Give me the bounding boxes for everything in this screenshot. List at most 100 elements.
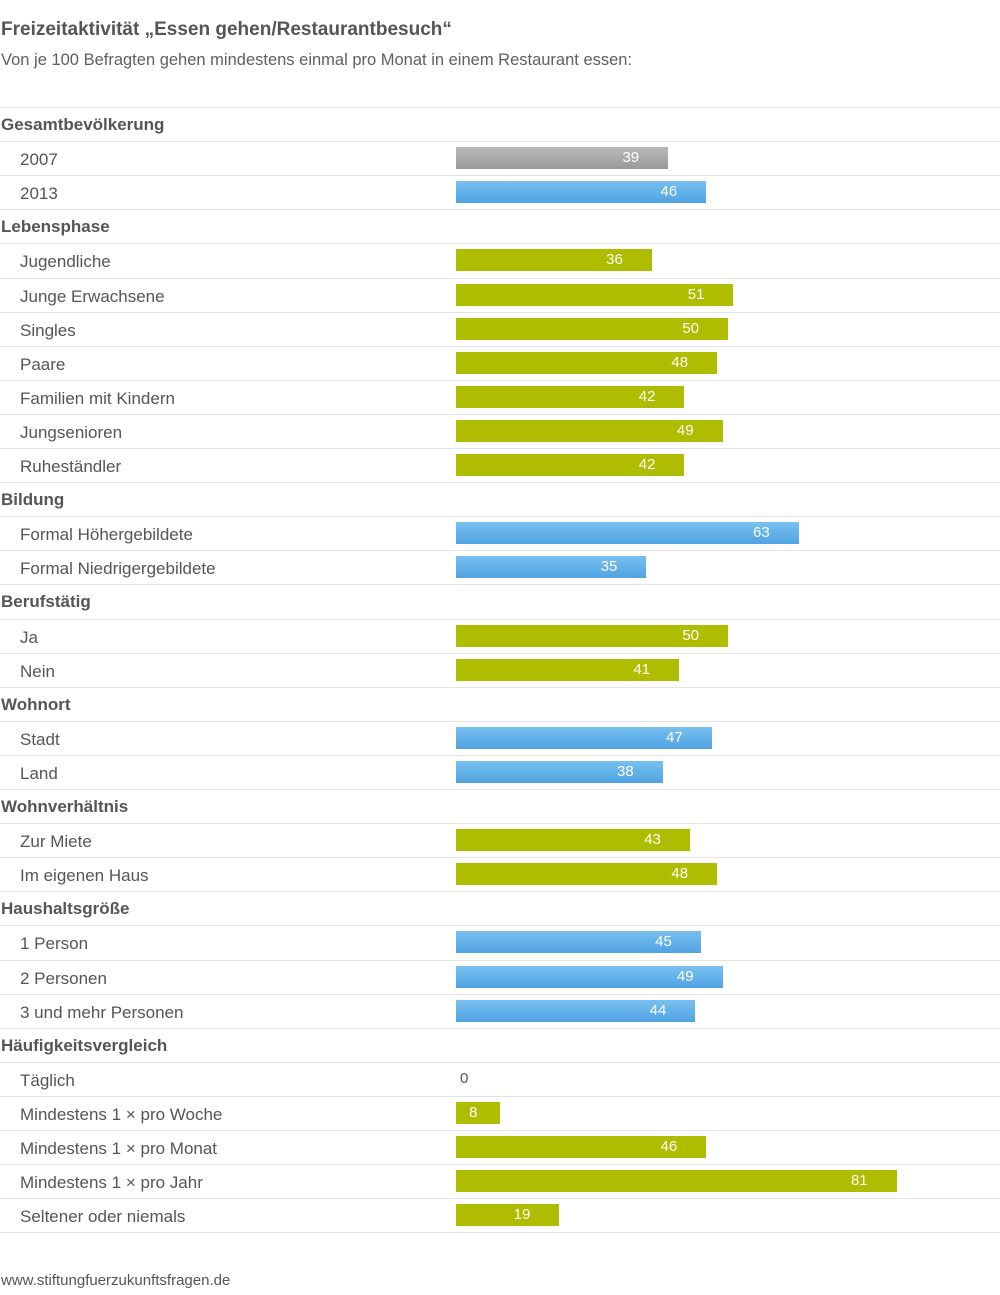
bar-row: Nein 41 [0, 654, 1000, 688]
value-label: 50 [682, 626, 699, 644]
bar-row: Familien mit Kindern 42 [0, 381, 1000, 415]
value-label: 46 [660, 183, 678, 201]
group-label: Haushaltsgröße [1, 899, 130, 919]
grid-line [0, 1130, 1000, 1131]
category-label: Formal Niedrigergebildete [20, 559, 216, 579]
bar-row: Seltener oder niemals 19 [0, 1199, 1000, 1233]
bar-row: Formal Niedrigergebildete 35 [0, 551, 1000, 585]
bar [456, 556, 647, 579]
bar-row: Mindestens 1 × pro Monat 46 [0, 1131, 1000, 1165]
category-label: Junge Erwachsene [20, 286, 165, 306]
category-label: Jugendliche [20, 252, 111, 272]
group-label: Berufstätig [1, 592, 91, 612]
group-label: Wohnort [1, 694, 71, 714]
grid-line [0, 925, 1000, 927]
group-row: Lebensphase [0, 210, 1000, 244]
value-label: 39 [622, 149, 640, 167]
grid-line [0, 482, 1000, 484]
bar-row: Stadt 47 [0, 722, 1000, 756]
bar [456, 965, 723, 988]
bar [456, 1101, 500, 1124]
value-label: 48 [671, 865, 689, 883]
value-label: 48 [671, 353, 689, 371]
grid-line [0, 243, 1000, 245]
grid-line [0, 209, 1000, 211]
bar-row: Ja 50 [0, 620, 1000, 654]
value-label: 36 [606, 251, 623, 269]
value-label: 50 [682, 319, 699, 337]
bar-row: Singles 50 [0, 313, 1000, 347]
chart-subtitle: Von je 100 Befragten gehen mindestens ei… [1, 51, 633, 69]
category-label: Im eigenen Haus [20, 866, 149, 886]
category-label: 2013 [20, 184, 58, 204]
bar-row: 2007 39 [0, 142, 1000, 176]
value-label: 8 [469, 1103, 478, 1121]
grid-line [0, 959, 1000, 961]
category-label: Land [20, 763, 58, 783]
grid-line [0, 686, 1000, 688]
category-label: Paare [20, 354, 66, 374]
bar [456, 999, 696, 1022]
bar [456, 726, 712, 749]
category-label: Nein [20, 661, 55, 681]
value-label: 38 [617, 762, 634, 780]
grid-line [0, 993, 1000, 995]
value-label: 44 [649, 1001, 667, 1019]
grid-line [0, 1232, 1000, 1234]
bar [456, 1170, 897, 1193]
value-label: 81 [850, 1172, 868, 1190]
category-label: 1 Person [20, 934, 89, 954]
value-label: 63 [753, 524, 770, 542]
grid-line [0, 754, 1000, 756]
bar [456, 931, 701, 954]
grid-line [0, 107, 1000, 108]
group-label: Gesamtbevölkerung [1, 115, 165, 134]
grid-line [0, 823, 1000, 825]
category-label: Ja [20, 627, 38, 647]
grid-line [0, 720, 1000, 722]
value-label: 42 [638, 456, 656, 473]
bar-row: Mindestens 1 × pro Woche 8 [0, 1097, 1000, 1131]
grid-line [0, 618, 1000, 620]
value-label: 47 [665, 728, 683, 746]
bar [456, 147, 669, 170]
bar [456, 522, 799, 545]
category-label: Stadt [20, 729, 60, 749]
bar-row: Junge Erwachsene 51 [0, 279, 1000, 313]
bar [456, 1136, 707, 1158]
grid-line [0, 379, 1000, 381]
grid-line [0, 516, 1000, 518]
category-label: Seltener oder niemals [20, 1207, 186, 1227]
bar-row: Land 38 [0, 756, 1000, 790]
grid-line [0, 584, 1000, 586]
grid-line [0, 277, 1000, 279]
group-label: Häufigkeitsvergleich [1, 1035, 168, 1055]
grid-line [0, 141, 1000, 143]
value-label: 46 [660, 1138, 678, 1155]
value-label: 42 [638, 387, 656, 405]
category-label: Singles [20, 320, 76, 340]
bar-row: 2013 46 [0, 176, 1000, 210]
group-row: Berufstätig [0, 585, 1000, 619]
value-label: 45 [655, 933, 672, 951]
bar [456, 181, 707, 204]
group-label: Lebensphase [1, 217, 110, 237]
bar-row: Paare 48 [0, 347, 1000, 381]
bar-row: Jungsenioren 49 [0, 415, 1000, 449]
category-label: Formal Höhergebildete [20, 525, 193, 545]
category-label: Zur Miete [20, 832, 92, 852]
value-label: 0 [460, 1069, 469, 1087]
category-label: Täglich [20, 1070, 75, 1090]
grid-line [0, 789, 1000, 790]
grid-line [0, 311, 1000, 313]
bar [456, 283, 734, 306]
category-label: Mindestens 1 × pro Jahr [20, 1173, 203, 1193]
grid-line [0, 413, 1000, 415]
grid-line [0, 857, 1000, 859]
group-row: Wohnverhältnis [0, 790, 1000, 824]
grid-line [0, 175, 1000, 177]
bar-row: Zur Miete 43 [0, 824, 1000, 858]
category-label: Familien mit Kindern [20, 388, 175, 408]
bar [456, 351, 718, 374]
